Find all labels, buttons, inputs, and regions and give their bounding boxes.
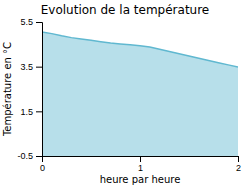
tick-label: 1 bbox=[138, 163, 143, 173]
axis-line bbox=[43, 157, 239, 163]
tick: 0 bbox=[40, 156, 45, 173]
tick-mark bbox=[36, 156, 42, 157]
tick: 5.5 bbox=[20, 17, 42, 27]
tick-mark bbox=[36, 67, 42, 68]
chart: 0 1 2 -0.5 1.5 3.5 5.5 Evolution de la températ… bbox=[0, 0, 250, 188]
tick-label: 5.5 bbox=[20, 17, 33, 27]
y-label: Température en °C bbox=[2, 42, 13, 137]
marks bbox=[42, 32, 238, 156]
tick-label: 1.5 bbox=[20, 107, 33, 117]
tick-label: 2 bbox=[236, 163, 241, 173]
tick-label: 3.5 bbox=[20, 62, 33, 72]
tick: 1.5 bbox=[20, 107, 42, 117]
plot: 0 1 2 -0.5 1.5 3.5 5.5 bbox=[17, 17, 241, 173]
axis-line bbox=[36, 23, 43, 157]
area bbox=[42, 32, 238, 156]
tick: 2 bbox=[236, 156, 241, 173]
x-axis: 0 1 2 bbox=[40, 156, 241, 173]
tick: 3.5 bbox=[20, 62, 42, 72]
tick-mark bbox=[140, 156, 141, 162]
tick-mark bbox=[36, 111, 42, 112]
tick-mark bbox=[36, 22, 42, 23]
tick: 1 bbox=[138, 156, 143, 173]
title: Evolution de la température bbox=[41, 3, 210, 17]
tick: -0.5 bbox=[17, 151, 42, 161]
tick-mark bbox=[238, 156, 239, 162]
x-label: heure par heure bbox=[100, 174, 181, 185]
tick-label: -0.5 bbox=[17, 151, 33, 161]
line bbox=[42, 32, 238, 67]
tick-label: 0 bbox=[40, 163, 45, 173]
y-axis: -0.5 1.5 3.5 5.5 bbox=[17, 17, 42, 161]
